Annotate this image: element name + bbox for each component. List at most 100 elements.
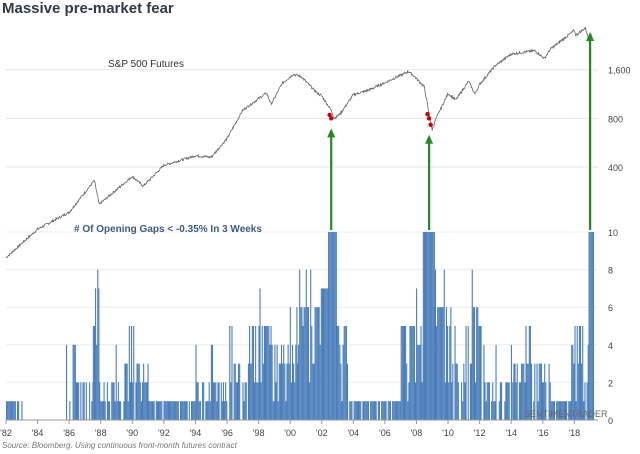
gap-bar — [561, 401, 563, 420]
gap-bar — [303, 307, 305, 420]
gap-bar — [149, 401, 151, 420]
gap-bar — [256, 382, 258, 420]
gap-bar — [250, 363, 252, 420]
gap-bar — [251, 326, 253, 420]
gap-bar — [382, 401, 384, 420]
gap-bar — [322, 288, 325, 420]
gap-bar — [356, 401, 358, 420]
gap-bar — [575, 401, 577, 420]
source-note: Source: Bloomberg. Using continuous fron… — [2, 441, 237, 450]
gap-bar — [536, 363, 538, 420]
x-tick-label: '84 — [32, 428, 44, 438]
gap-bar — [291, 344, 294, 420]
gap-bar — [327, 288, 329, 420]
gap-bar — [385, 401, 387, 420]
gap-bar — [413, 326, 415, 420]
gap-bar — [221, 401, 223, 420]
gap-bar — [526, 363, 528, 420]
gap-bar — [198, 401, 200, 420]
gap-bar — [522, 363, 524, 420]
gap-bar — [165, 401, 167, 420]
gap-bar — [231, 326, 233, 420]
gap-bar — [592, 232, 595, 420]
gap-bar — [92, 326, 94, 420]
gap-bar — [100, 401, 102, 420]
gap-bar — [365, 401, 367, 420]
gap-bar — [117, 382, 119, 420]
gap-bar — [452, 363, 454, 420]
gap-bar — [416, 288, 418, 420]
gap-bar — [236, 382, 239, 420]
gap-bar — [515, 382, 517, 420]
gap-bar — [195, 344, 197, 420]
gap-bar — [461, 382, 463, 420]
gap-bar — [355, 401, 357, 420]
gap-bar — [11, 401, 13, 420]
gap-bar — [533, 401, 535, 420]
gap-bar — [548, 363, 550, 420]
gap-bar — [263, 326, 265, 420]
gap-bar — [91, 401, 93, 420]
gap-bar — [491, 401, 493, 420]
gap-bar — [544, 363, 546, 420]
gap-bar — [420, 326, 422, 420]
gap-bar — [278, 363, 280, 420]
gap-bar — [479, 326, 481, 420]
gap-bar — [432, 232, 434, 420]
gap-bar — [579, 326, 582, 420]
gap-bar — [282, 363, 284, 420]
gap-bar — [371, 401, 373, 420]
gap-bar — [480, 326, 482, 420]
gap-bar — [190, 401, 193, 420]
gap-bar — [97, 269, 99, 420]
gap-bar — [330, 232, 332, 420]
x-tick-label: '18 — [568, 428, 580, 438]
gap-bar — [366, 401, 368, 420]
gap-bar — [152, 401, 154, 420]
gap-bar — [345, 326, 347, 420]
gap-bar — [274, 344, 276, 420]
gap-bar — [440, 307, 442, 420]
gap-bar — [540, 363, 542, 420]
gap-bar — [226, 401, 228, 420]
gap-bar — [150, 401, 152, 420]
gap-bar — [257, 382, 259, 420]
gap-bar — [392, 401, 394, 420]
signal-arrow-head — [586, 32, 595, 41]
gap-bar — [21, 401, 23, 420]
gap-bar — [397, 401, 399, 420]
gap-bar — [551, 401, 553, 420]
gap-bar — [133, 326, 135, 420]
gap-bar — [510, 344, 512, 420]
gap-bar — [220, 382, 222, 420]
gap-bar — [399, 401, 401, 420]
gap-bar — [289, 307, 291, 420]
gap-bar — [525, 326, 527, 420]
gap-bar — [229, 326, 231, 420]
gap-bar — [524, 382, 526, 420]
gap-bar — [242, 382, 244, 420]
gap-bar — [151, 401, 153, 420]
gap-bar — [558, 401, 560, 420]
gap-bar — [346, 401, 349, 420]
gap-bar — [111, 382, 113, 420]
gap-bar — [10, 401, 12, 420]
gap-bar — [586, 382, 588, 420]
gap-bar — [272, 401, 274, 420]
gap-bar — [235, 382, 237, 420]
x-tick-label: '04 — [347, 428, 359, 438]
gap-bar — [329, 232, 331, 420]
gap-bar — [521, 363, 523, 420]
gap-bar — [476, 307, 478, 420]
gap-bar — [381, 401, 383, 420]
gap-bar — [309, 382, 311, 420]
gap-bar — [109, 401, 111, 420]
gap-bar — [160, 401, 162, 420]
gap-bar — [312, 363, 314, 420]
price-tick-label: 800 — [608, 114, 623, 124]
gap-bar — [495, 344, 497, 420]
gap-bar — [115, 344, 117, 420]
gap-bar — [166, 401, 168, 420]
x-tick-label: '96 — [221, 428, 233, 438]
gap-bar — [340, 363, 342, 420]
